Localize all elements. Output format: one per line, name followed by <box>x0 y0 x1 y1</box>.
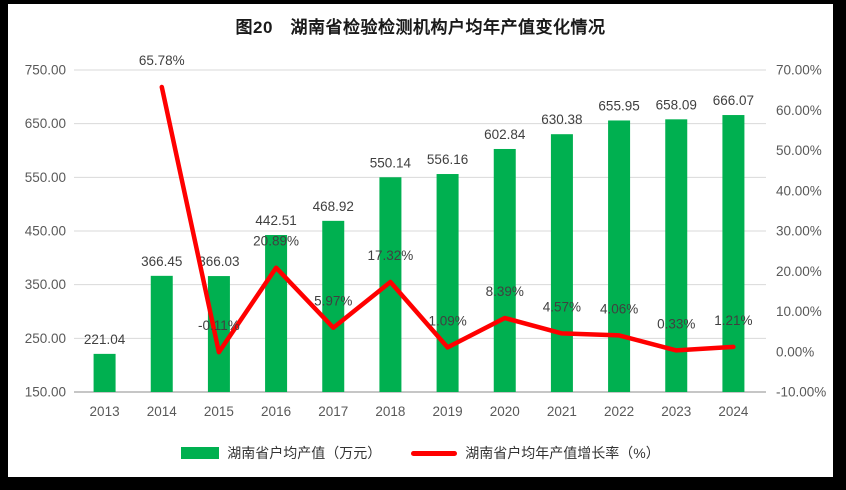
bar-value-label: 602.84 <box>484 127 526 142</box>
bar <box>665 119 688 392</box>
bar <box>436 174 459 392</box>
line-series-swatch-icon <box>411 450 458 456</box>
bar <box>207 276 230 392</box>
right-axis-tick-label: -10.00% <box>776 385 826 400</box>
legend-item-bar-series: 湖南省户均产值（万元） <box>181 443 381 463</box>
x-axis-category-label: 2015 <box>204 404 234 419</box>
bar-value-label: 630.38 <box>541 112 582 127</box>
right-axis-tick-label: 40.00% <box>776 183 822 198</box>
legend-label-bar-series: 湖南省户均产值（万元） <box>227 445 382 461</box>
line-value-label: 4.57% <box>543 299 581 314</box>
bar <box>722 115 745 393</box>
x-axis-category-label: 2017 <box>318 404 348 419</box>
right-axis-tick-label: 70.00% <box>776 63 822 78</box>
line-value-label: 1.09% <box>428 313 466 328</box>
chart-title: 图20 湖南省检验检测机构户均年产值变化情况 <box>235 18 606 37</box>
bar <box>265 235 288 392</box>
bar-value-label: 221.04 <box>84 332 126 347</box>
x-axis-category-labels: 2013 2014 2015 2016 2017 2018 2019 2020 2021 2022… <box>90 404 749 419</box>
legend-label-line-series: 湖南省户均年产值增长率（%） <box>465 445 660 461</box>
line-value-labels: 65.78% -0.11% 20.89% 5.97% 17.32% 1.09% 8.39% 4… <box>139 53 753 333</box>
right-axis-tick-label: 30.00% <box>776 224 822 239</box>
bar <box>550 134 573 393</box>
chart-canvas: 图20 湖南省检验检测机构户均年产值变化情况 221.04 366.45 366.0… <box>8 4 833 477</box>
x-axis-category-label: 2022 <box>604 404 634 419</box>
x-axis-category-label: 2024 <box>718 404 749 419</box>
bar-value-label: 666.07 <box>713 93 754 108</box>
bar-value-label: 442.51 <box>255 213 296 228</box>
line-value-label: 4.06% <box>600 301 638 316</box>
bar-value-label: 556.16 <box>427 152 468 167</box>
left-axis-tick-labels: 750.00 650.00 550.00 450.00 350.00 250.00 150.… <box>25 63 66 400</box>
right-axis-tick-label: 60.00% <box>776 103 822 118</box>
left-axis-tick-label: 150.00 <box>25 385 66 400</box>
x-axis-category-label: 2019 <box>433 404 463 419</box>
bar <box>493 148 516 392</box>
bar-value-label: 366.45 <box>141 254 182 269</box>
line-value-label: 65.78% <box>139 53 185 68</box>
x-axis-category-label: 2018 <box>375 404 405 419</box>
bar-value-labels: 221.04 366.45 366.03 442.51 468.92 550.14 556.… <box>84 93 754 347</box>
bar-value-label: 550.14 <box>370 155 412 170</box>
right-axis-tick-label: 20.00% <box>776 264 822 279</box>
x-axis-category-label: 2023 <box>661 404 691 419</box>
gridlines <box>74 69 766 339</box>
bar <box>322 220 345 392</box>
right-axis-tick-label: 50.00% <box>776 143 822 158</box>
line-value-label: 17.32% <box>368 248 414 263</box>
left-axis-tick-label: 450.00 <box>25 224 66 239</box>
line-value-label: -0.11% <box>198 318 240 333</box>
bar-value-label: 658.09 <box>656 97 697 112</box>
x-axis-category-label: 2014 <box>147 404 178 419</box>
line-value-label: 20.89% <box>253 234 299 249</box>
left-axis-tick-label: 750.00 <box>25 63 66 78</box>
right-axis-tick-label: 0.00% <box>776 344 814 359</box>
x-axis-category-label: 2016 <box>261 404 291 419</box>
bar <box>608 120 631 392</box>
left-axis-tick-label: 550.00 <box>25 170 66 185</box>
right-axis-tick-label: 10.00% <box>776 304 822 319</box>
left-axis-tick-label: 650.00 <box>25 116 66 131</box>
line-value-label: 0.33% <box>657 316 695 331</box>
x-axis-category-label: 2021 <box>547 404 577 419</box>
x-axis-category-label: 2020 <box>490 404 520 419</box>
combo-chart: 221.04 366.45 366.03 442.51 468.92 550.14 556.… <box>25 53 827 419</box>
right-axis-tick-labels: 70.00% 60.00% 50.00% 40.00% 30.00% 20.00% 10.0… <box>776 63 826 400</box>
bar-value-label: 366.03 <box>198 254 239 269</box>
bar <box>150 275 173 392</box>
x-axis-category-label: 2013 <box>90 404 120 419</box>
left-axis-tick-label: 250.00 <box>25 331 66 346</box>
line-value-label: 1.21% <box>714 313 752 328</box>
bar <box>93 353 116 392</box>
line-series <box>159 84 736 355</box>
legend-item-line-series: 湖南省户均年产值增长率（%） <box>411 443 660 463</box>
bar-value-label: 468.92 <box>313 199 354 214</box>
line-value-label: 5.97% <box>314 294 352 309</box>
chart-legend: 湖南省户均产值（万元） 湖南省户均年产值增长率（%） <box>8 443 833 463</box>
line-value-label: 8.39% <box>486 284 524 299</box>
bar-series <box>93 115 745 393</box>
bar-value-label: 655.95 <box>598 98 639 113</box>
left-axis-tick-label: 350.00 <box>25 277 66 292</box>
bar-series-swatch-icon <box>181 447 220 459</box>
